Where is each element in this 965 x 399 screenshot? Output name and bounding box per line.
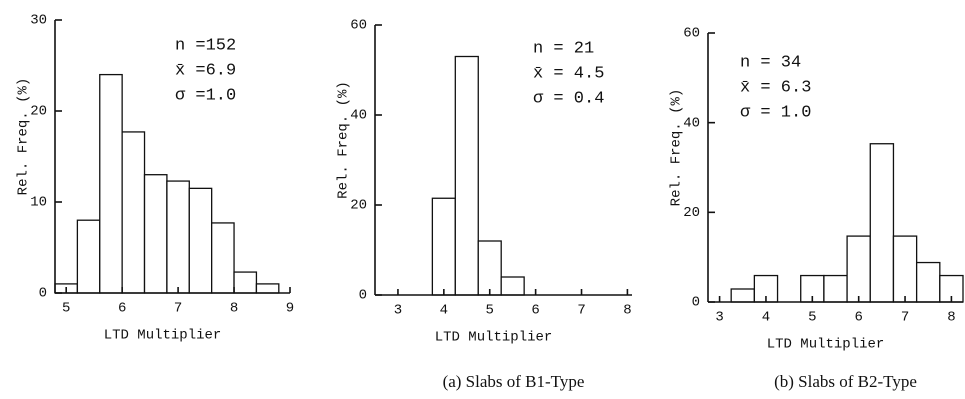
x-axis-label: LTD Multiplier (435, 330, 553, 346)
x-tick-label: 6 (531, 303, 539, 319)
caption: (a) Slabs of B1-Type (443, 372, 585, 391)
x-tick-label: 4 (762, 310, 770, 326)
x-tick-label: 5 (62, 301, 70, 317)
x-tick-label: 3 (394, 303, 402, 319)
x-tick-label: 3 (715, 310, 723, 326)
bar (233, 271, 258, 294)
x-tick-label: 5 (486, 303, 494, 319)
bar (211, 222, 235, 294)
y-axis-label: Rel. Freq. (%) (669, 89, 685, 207)
bar (99, 73, 123, 294)
y-tick-label: 60 (683, 26, 700, 42)
annotation: σ = 0.4 (533, 89, 604, 108)
y-axis-label: Rel. Freq. (%) (16, 78, 32, 196)
bar (730, 288, 756, 303)
bar (431, 197, 456, 296)
bar (823, 274, 848, 303)
annotation: n = 21 (533, 39, 594, 58)
bar (846, 235, 871, 303)
y-tick-label: 60 (350, 18, 367, 34)
y-axis-label: Rel. Freq. (%) (336, 81, 352, 199)
bar (255, 283, 280, 294)
bar (500, 276, 525, 296)
x-axis-label: LTD Multiplier (767, 337, 885, 353)
bar (143, 174, 168, 294)
x-tick-label: 6 (854, 310, 862, 326)
x-tick-label: 6 (118, 301, 126, 317)
bar (892, 235, 918, 303)
x-tick-label: 8 (623, 303, 631, 319)
x-tick-label: 5 (808, 310, 816, 326)
annotation: x̄ =6.9 (175, 61, 236, 80)
annotation: x̄ = 4.5 (533, 64, 604, 83)
y-tick-label: 20 (683, 205, 700, 221)
x-tick-label: 4 (440, 303, 448, 319)
bar (915, 261, 941, 303)
annotation: n =152 (175, 36, 236, 55)
y-tick-label: 30 (30, 13, 47, 29)
x-tick-label: 7 (577, 303, 585, 319)
y-tick-label: 20 (350, 198, 367, 214)
x-tick-label: 8 (947, 310, 955, 326)
bar (869, 143, 895, 303)
annotation: n = 34 (740, 53, 801, 72)
bar (76, 219, 101, 294)
bar (454, 55, 479, 296)
annotation: σ =1.0 (175, 86, 236, 105)
x-tick-label: 8 (230, 301, 238, 317)
bar (477, 240, 502, 296)
caption: (b) Slabs of B2-Type (774, 372, 917, 391)
x-tick-label: 7 (174, 301, 182, 317)
bar (166, 180, 190, 294)
annotation: σ = 1.0 (740, 103, 811, 122)
y-tick-label: 0 (692, 295, 700, 311)
y-tick-label: 0 (39, 286, 47, 302)
y-tick-label: 0 (359, 288, 367, 304)
y-tick-label: 40 (350, 108, 367, 124)
x-tick-label: 7 (901, 310, 909, 326)
y-tick-label: 20 (30, 104, 47, 120)
annotation: x̄ = 6.3 (740, 78, 811, 97)
x-axis-label: LTD Multiplier (104, 328, 222, 344)
y-tick-label: 10 (30, 195, 47, 211)
bar (188, 187, 213, 294)
y-tick-label: 40 (683, 115, 700, 131)
x-tick-label: 9 (286, 301, 294, 317)
bar (121, 131, 146, 294)
